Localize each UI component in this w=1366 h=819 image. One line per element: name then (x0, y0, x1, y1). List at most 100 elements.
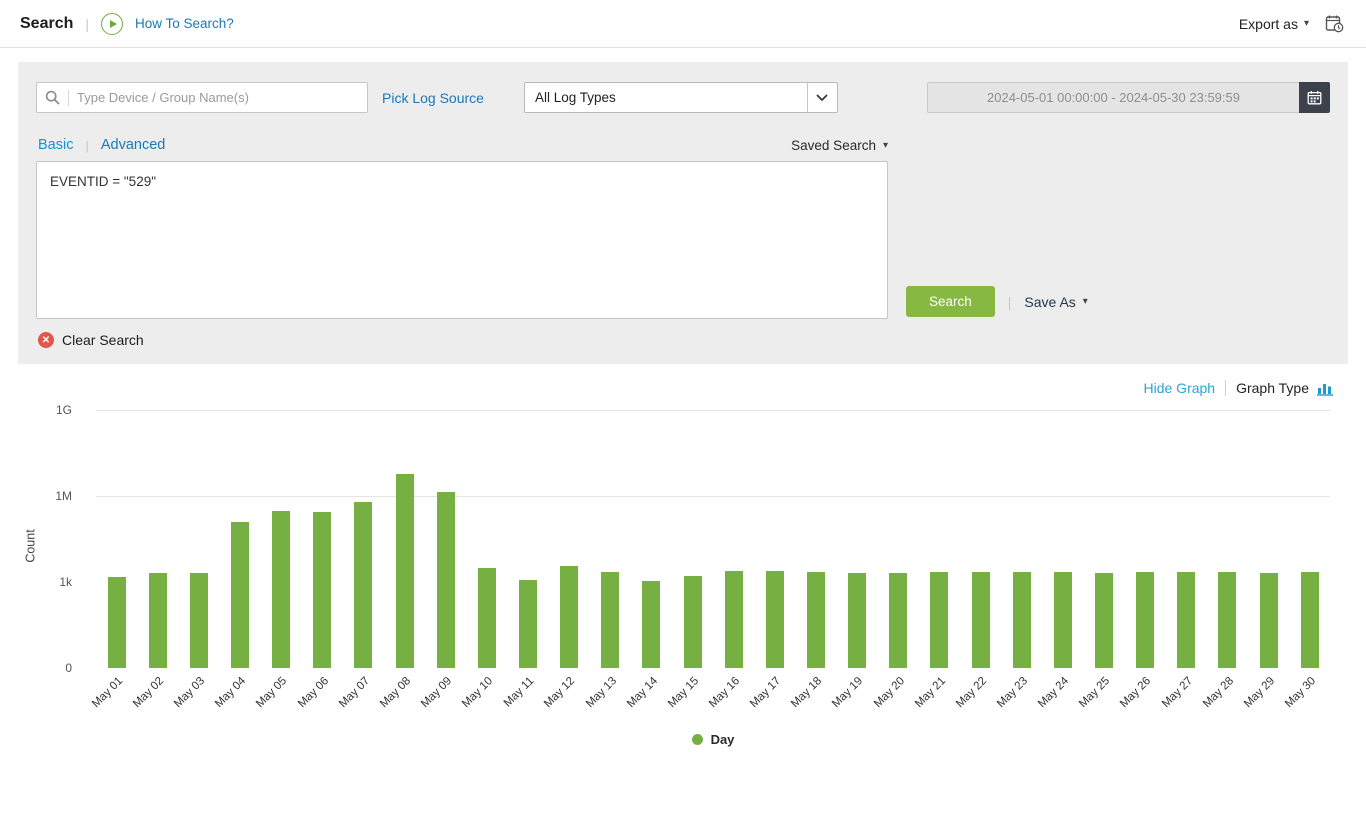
chevron-down-icon (806, 83, 837, 112)
bar-slot (713, 410, 754, 668)
bar-slot (1248, 410, 1289, 668)
x-tick-label: May 05 (254, 675, 290, 711)
bar (1177, 572, 1196, 668)
x-tick-label: May 14 (624, 675, 660, 711)
x-tick: May 15 (666, 668, 713, 726)
bar (230, 522, 249, 668)
divider (68, 89, 69, 106)
bar (1300, 572, 1319, 668)
x-tick: May 17 (748, 668, 795, 726)
clear-search-label: Clear Search (62, 332, 144, 348)
bar (683, 576, 702, 668)
x-tick-label: May 09 (419, 675, 455, 711)
y-tick-label: 1k (59, 575, 72, 589)
x-tick: May 18 (789, 668, 836, 726)
chart-legend: Day (96, 732, 1330, 747)
x-tick-label: May 07 (336, 675, 372, 711)
page-title: Search (20, 14, 74, 32)
x-tick: May 10 (460, 668, 507, 726)
x-tick: May 03 (172, 668, 219, 726)
x-axis-labels: May 01 May 02 May 03 May 04 May 05 May 06 May … (90, 668, 1330, 726)
graph-type-label: Graph Type (1236, 380, 1309, 396)
x-tick-label: May 26 (1118, 675, 1154, 711)
y-axis: 1G 1M 1k 0 (0, 403, 86, 675)
x-tick-label: May 16 (707, 675, 743, 711)
bar (1094, 572, 1113, 668)
x-tick: May 26 (1118, 668, 1166, 726)
how-to-search-link[interactable]: How To Search? (135, 16, 234, 31)
bar-chart-icon (1317, 383, 1333, 396)
x-tick: May 13 (584, 668, 631, 726)
x-tick: May 24 (1036, 668, 1083, 726)
bar-slot (1083, 410, 1124, 668)
saved-search-dropdown[interactable]: Saved Search ▾ (791, 138, 888, 153)
x-tick-label: May 08 (377, 675, 414, 711)
search-button[interactable]: Search (906, 286, 995, 317)
play-video-icon[interactable] (101, 12, 124, 35)
y-tick-label: 1M (55, 489, 72, 503)
bar-slot (219, 410, 260, 668)
bar-slot (425, 410, 466, 668)
graph-controls: Hide Graph Graph Type (0, 380, 1334, 396)
bar (1053, 572, 1072, 668)
bar (971, 572, 990, 668)
x-tick-label: May 23 (995, 675, 1031, 711)
bar (560, 566, 579, 668)
gridline (96, 496, 1330, 497)
clear-search-button[interactable]: ✕ Clear Search (36, 332, 144, 348)
bar (148, 573, 167, 668)
device-search-input[interactable] (77, 90, 359, 105)
bar (889, 573, 908, 668)
saved-search-label: Saved Search (791, 137, 876, 153)
bar-slot (1042, 410, 1083, 668)
chevron-down-icon: ▾ (882, 139, 888, 151)
date-range-input[interactable] (927, 82, 1299, 113)
bar-slot (261, 410, 302, 668)
bar (642, 581, 661, 668)
x-tick: May 30 (1283, 668, 1330, 726)
bar (1218, 572, 1237, 668)
bar-slot (137, 410, 178, 668)
plot-area (96, 410, 1330, 668)
log-type-select[interactable]: All Log Types (523, 82, 838, 113)
legend-day-marker[interactable] (691, 734, 703, 745)
date-range-group (927, 82, 1330, 113)
bar (1136, 572, 1155, 668)
x-tick-label: May 15 (665, 675, 702, 711)
search-panel: Pick Log Source All Log Types (18, 62, 1348, 364)
pick-log-source-link[interactable]: Pick Log Source (382, 89, 484, 106)
x-tick-label: May 19 (830, 675, 866, 711)
bar-slot (302, 410, 343, 668)
legend-day-label: Day (710, 732, 735, 747)
bar (313, 511, 332, 668)
play-triangle-icon (109, 19, 117, 28)
bar (107, 576, 126, 668)
x-tick-label: May 22 (953, 675, 990, 711)
device-search-box[interactable] (36, 82, 368, 113)
tab-basic[interactable]: Basic (38, 137, 74, 153)
graph-type-control[interactable]: Graph Type (1236, 380, 1334, 396)
x-tick-label: May 21 (912, 675, 948, 711)
tab-advanced[interactable]: Advanced (100, 137, 166, 153)
export-as-dropdown[interactable]: Export as ▾ (1239, 16, 1309, 32)
bar-slot (343, 410, 384, 668)
x-tick: May 27 (1160, 668, 1207, 726)
calendar-button[interactable] (1299, 82, 1330, 113)
hide-graph-link[interactable]: Hide Graph (1143, 380, 1216, 396)
x-tick-label: May 28 (1200, 675, 1236, 711)
save-as-dropdown[interactable]: Save As ▾ (1024, 294, 1087, 310)
x-tick: May 06 (296, 668, 343, 726)
query-textarea[interactable]: EVENTID = "529" (36, 161, 888, 319)
schedule-export-icon[interactable] (1325, 14, 1344, 33)
x-tick: May 09 (419, 668, 466, 726)
y-tick-label: 1G (55, 403, 72, 417)
bar (601, 572, 620, 668)
bar-slot (795, 410, 836, 668)
x-tick-label: May 06 (295, 675, 331, 711)
bar-chart: Count 1G 1M 1k 0 May 01 May 02 May 03 May 04 Ma… (0, 396, 1366, 747)
divider: | (85, 15, 90, 32)
export-as-label: Export as (1238, 15, 1298, 32)
divider: | (85, 137, 89, 153)
bar (354, 502, 373, 668)
x-tick-label: May 11 (501, 675, 537, 710)
